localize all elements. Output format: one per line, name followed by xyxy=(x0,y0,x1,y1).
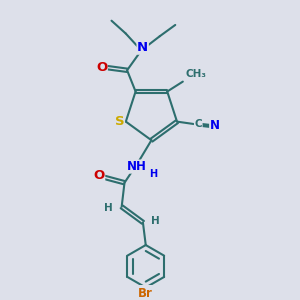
Text: O: O xyxy=(96,61,107,74)
Text: H: H xyxy=(104,203,112,213)
Text: Br: Br xyxy=(138,287,153,300)
Text: O: O xyxy=(93,169,105,182)
Text: H: H xyxy=(151,216,160,226)
Text: C: C xyxy=(194,119,202,129)
Text: S: S xyxy=(115,115,124,128)
Text: N: N xyxy=(137,41,148,54)
Text: CH₃: CH₃ xyxy=(185,69,206,79)
Text: NH: NH xyxy=(127,160,147,173)
Text: H: H xyxy=(149,169,158,179)
Text: N: N xyxy=(210,119,220,132)
